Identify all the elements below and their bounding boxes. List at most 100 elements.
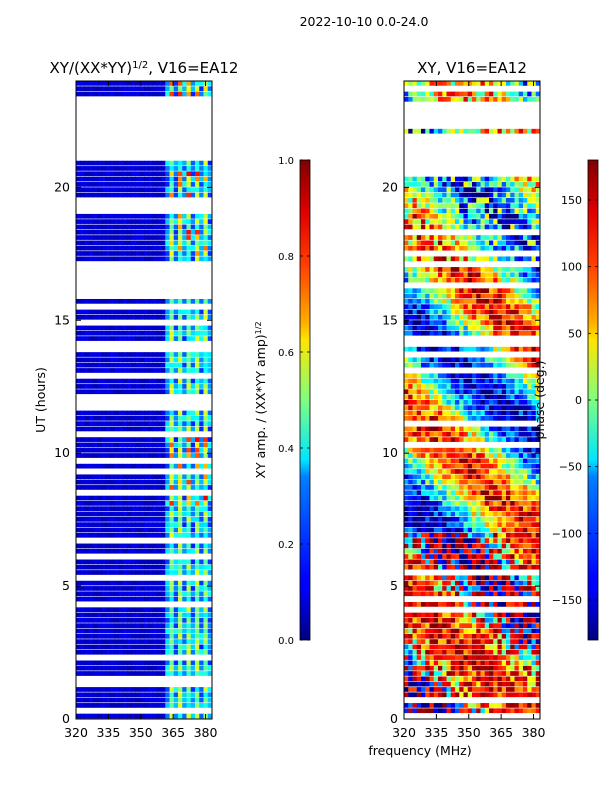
- heatmap-cell: [136, 193, 141, 198]
- heatmap-cell: [76, 92, 81, 97]
- heatmap-cell: [425, 602, 430, 607]
- heatmap-cell: [106, 464, 111, 469]
- heatmap-cell: [187, 570, 192, 575]
- heatmap-cell: [455, 650, 460, 655]
- heatmap-cell: [174, 560, 179, 565]
- heatmap-cell: [97, 591, 102, 596]
- heatmap-cell: [204, 299, 209, 304]
- heatmap-cell: [89, 623, 94, 628]
- heatmap-cell: [489, 703, 494, 708]
- heatmap-cell: [523, 326, 528, 331]
- heatmap-cell: [404, 453, 409, 458]
- heatmap-cell: [119, 623, 124, 628]
- heatmap-cell: [506, 549, 511, 554]
- heatmap-cell: [430, 687, 435, 692]
- heatmap-cell: [136, 230, 141, 235]
- heatmap-cell: [459, 326, 464, 331]
- heatmap-cell: [165, 629, 170, 634]
- heatmap-cell: [404, 416, 409, 421]
- heatmap-cell: [191, 634, 196, 639]
- heatmap-cell: [506, 671, 511, 676]
- heatmap-cell: [161, 634, 166, 639]
- heatmap-cell: [204, 219, 209, 224]
- heatmap-row: [76, 384, 213, 389]
- heatmap-cell: [93, 591, 98, 596]
- heatmap-cell: [523, 544, 528, 549]
- heatmap-row: [76, 485, 213, 490]
- heatmap-cell: [182, 177, 187, 182]
- heatmap-cell: [489, 294, 494, 299]
- heatmap-cell: [136, 528, 141, 533]
- heatmap-cell: [417, 469, 422, 474]
- heatmap-cell: [127, 512, 132, 517]
- heatmap-cell: [93, 368, 98, 373]
- heatmap-cell: [114, 256, 119, 261]
- heatmap-cell: [114, 453, 119, 458]
- heatmap-cell: [204, 549, 209, 554]
- heatmap-cell: [430, 581, 435, 586]
- heatmap-cell: [442, 437, 447, 442]
- heatmap-cell: [481, 315, 486, 320]
- heatmap-cell: [199, 581, 204, 586]
- heatmap-cell: [114, 389, 119, 394]
- heatmap-cell: [140, 698, 145, 703]
- heatmap-cell: [114, 517, 119, 522]
- heatmap-cell: [119, 565, 124, 570]
- heatmap-cell: [510, 480, 515, 485]
- heatmap-cell: [481, 687, 486, 692]
- heatmap-cell: [153, 613, 158, 618]
- heatmap-cell: [498, 288, 503, 293]
- heatmap-cell: [417, 379, 422, 384]
- heatmap-cell: [430, 288, 435, 293]
- heatmap-cell: [178, 565, 183, 570]
- heatmap-cell: [140, 623, 145, 628]
- heatmap-cell: [204, 326, 209, 331]
- heatmap-cell: [523, 517, 528, 522]
- heatmap-cell: [195, 421, 200, 426]
- heatmap-cell: [161, 639, 166, 644]
- heatmap-cell: [434, 639, 439, 644]
- heatmap-cell: [451, 411, 456, 416]
- heatmap-cell: [459, 304, 464, 309]
- heatmap-cell: [161, 193, 166, 198]
- heatmap-cell: [131, 687, 136, 692]
- heatmap-cell: [519, 320, 524, 325]
- heatmap-cell: [451, 395, 456, 400]
- heatmap-cell: [464, 639, 469, 644]
- heatmap-cell: [144, 661, 149, 666]
- heatmap-cell: [442, 405, 447, 410]
- heatmap-cell: [127, 421, 132, 426]
- heatmap-cell: [434, 506, 439, 511]
- heatmap-cell: [148, 336, 153, 341]
- heatmap-cell: [459, 703, 464, 708]
- heatmap-cell: [455, 618, 460, 623]
- heatmap-cell: [510, 618, 515, 623]
- heatmap-cell: [204, 581, 209, 586]
- heatmap-cell: [489, 496, 494, 501]
- heatmap-cell: [123, 597, 128, 602]
- heatmap-cell: [97, 714, 102, 719]
- heatmap-cell: [153, 607, 158, 612]
- heatmap-cell: [442, 501, 447, 506]
- heatmap-cell: [191, 421, 196, 426]
- heatmap-cell: [204, 336, 209, 341]
- heatmap-cell: [174, 692, 179, 697]
- heatmap-cell: [459, 490, 464, 495]
- y-tick-label: 5: [62, 578, 70, 593]
- heatmap-cell: [455, 437, 460, 442]
- heatmap-cell: [442, 379, 447, 384]
- heatmap-cell: [195, 623, 200, 628]
- heatmap-cell: [199, 230, 204, 235]
- heatmap-cell: [89, 416, 94, 421]
- heatmap-cell: [187, 389, 192, 394]
- heatmap-cell: [140, 565, 145, 570]
- heatmap-cell: [157, 671, 162, 676]
- heatmap-cell: [76, 692, 81, 697]
- heatmap-cell: [93, 607, 98, 612]
- heatmap-cell: [481, 645, 486, 650]
- heatmap-cell: [447, 304, 452, 309]
- heatmap-cell: [80, 86, 85, 91]
- heatmap-cell: [187, 634, 192, 639]
- heatmap-row: [76, 86, 213, 91]
- heatmap-cell: [110, 326, 115, 331]
